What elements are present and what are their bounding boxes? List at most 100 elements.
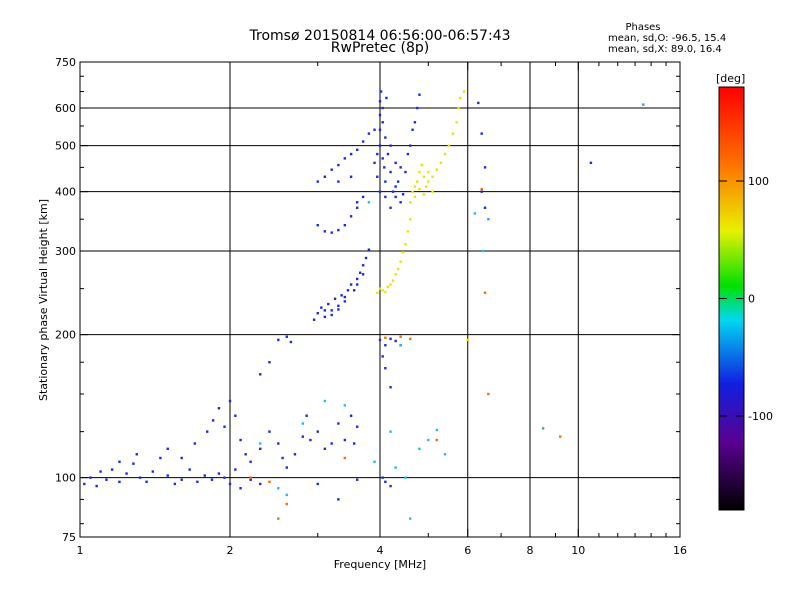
data-point xyxy=(381,121,384,124)
data-point xyxy=(337,228,340,232)
data-point xyxy=(420,163,423,167)
data-point xyxy=(337,163,340,167)
data-point xyxy=(337,304,340,308)
y-tick-label: 750 xyxy=(55,56,76,69)
data-point xyxy=(439,161,443,165)
data-point xyxy=(383,166,386,169)
data-point xyxy=(323,399,327,403)
data-point xyxy=(418,187,421,191)
chart-title: Tromsø 20150814 06:56:00-06:57:43 xyxy=(249,28,511,44)
data-point xyxy=(373,128,376,131)
data-point xyxy=(293,453,297,456)
data-point xyxy=(411,128,414,131)
data-point xyxy=(487,218,490,221)
data-point xyxy=(249,460,252,463)
data-point xyxy=(349,215,353,218)
data-point xyxy=(364,256,368,260)
data-point xyxy=(118,480,121,484)
y-tick-label: 75 xyxy=(62,531,76,544)
data-point xyxy=(473,212,477,215)
series-group xyxy=(259,201,485,520)
data-point xyxy=(418,447,421,451)
data-point xyxy=(337,180,340,183)
data-point xyxy=(378,338,382,342)
data-point xyxy=(99,470,102,473)
data-point xyxy=(409,337,412,341)
data-point xyxy=(394,466,397,469)
data-point xyxy=(301,435,305,438)
data-point xyxy=(285,335,288,338)
data-point xyxy=(411,190,414,193)
data-point xyxy=(376,291,379,295)
data-point xyxy=(386,152,390,156)
data-point xyxy=(396,180,400,183)
data-point xyxy=(415,180,419,183)
data-point xyxy=(223,476,226,479)
data-point xyxy=(95,484,98,488)
data-point xyxy=(642,103,645,106)
data-point xyxy=(381,289,384,292)
y-tick-label: 200 xyxy=(55,329,76,342)
data-point xyxy=(239,438,242,442)
data-point xyxy=(431,175,434,178)
y-tick-label: 100 xyxy=(55,472,76,485)
data-point xyxy=(384,366,387,370)
data-point xyxy=(355,201,359,204)
data-point xyxy=(381,157,384,160)
data-point xyxy=(316,180,319,183)
data-point xyxy=(166,447,169,451)
data-point xyxy=(427,170,430,174)
data-point xyxy=(443,152,447,156)
data-point xyxy=(355,148,359,152)
data-point xyxy=(228,399,232,403)
data-point xyxy=(289,340,293,344)
data-point xyxy=(340,294,343,297)
data-point xyxy=(389,484,392,488)
data-point xyxy=(305,414,308,417)
data-point xyxy=(361,140,365,143)
data-point xyxy=(281,456,284,460)
y-tick-label: 500 xyxy=(55,140,76,153)
data-point xyxy=(409,144,412,147)
data-point xyxy=(477,101,480,105)
data-point xyxy=(259,482,262,486)
data-point xyxy=(234,414,237,417)
data-point xyxy=(418,93,421,96)
data-point xyxy=(361,264,365,267)
phase-info-o: mean, sd,O: -96.5, 15.4 xyxy=(608,33,726,44)
data-point xyxy=(427,438,430,442)
data-point xyxy=(277,487,280,490)
data-point xyxy=(373,460,376,463)
data-point xyxy=(418,170,421,174)
data-point xyxy=(223,425,226,428)
data-point xyxy=(217,472,221,475)
data-point xyxy=(355,283,359,286)
data-point xyxy=(355,277,359,281)
data-point xyxy=(378,287,382,290)
data-point xyxy=(431,190,434,193)
data-point xyxy=(330,442,333,445)
data-point xyxy=(435,168,438,171)
data-point xyxy=(285,466,288,469)
x-tick-label: 1 xyxy=(77,544,84,557)
data-point xyxy=(483,166,487,169)
data-point xyxy=(541,427,545,430)
data-point xyxy=(373,161,376,165)
data-point xyxy=(389,144,392,147)
phase-info-x: mean, sd,X: 89.0, 16.4 xyxy=(608,44,722,55)
data-point xyxy=(378,128,382,131)
data-point xyxy=(312,318,316,321)
data-point xyxy=(422,175,426,178)
data-point xyxy=(239,487,242,490)
data-point xyxy=(323,175,327,178)
data-point xyxy=(173,482,177,486)
data-point xyxy=(379,90,383,93)
data-point xyxy=(316,430,319,433)
data-point xyxy=(180,478,183,481)
data-point xyxy=(399,166,402,169)
data-point xyxy=(355,425,359,428)
data-point xyxy=(389,337,392,341)
series-group xyxy=(487,103,645,430)
data-point xyxy=(277,338,280,342)
